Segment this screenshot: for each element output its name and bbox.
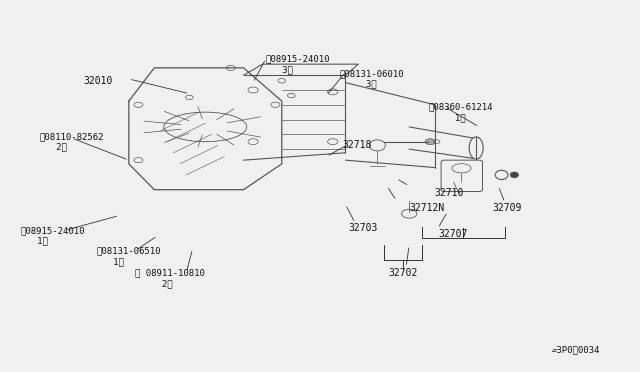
- Text: 32010: 32010: [84, 76, 113, 86]
- Text: Ⓑ08131-06010
     3）: Ⓑ08131-06010 3）: [339, 69, 404, 89]
- Text: Ⓑ08131-06510
   1）: Ⓑ08131-06510 1）: [97, 247, 161, 266]
- Circle shape: [425, 139, 435, 145]
- Text: 32709: 32709: [492, 203, 522, 213]
- Ellipse shape: [510, 172, 518, 178]
- Text: 32707: 32707: [438, 229, 467, 239]
- Text: 32712N: 32712N: [409, 203, 444, 213]
- Text: 32702: 32702: [388, 268, 417, 278]
- Text: ▱3P0⁔0034: ▱3P0⁔0034: [552, 346, 600, 355]
- Text: 32718: 32718: [342, 140, 372, 150]
- Text: 32710: 32710: [435, 188, 464, 198]
- Text: 32703: 32703: [349, 224, 378, 234]
- Text: Ⓦ08915-24010
   1）: Ⓦ08915-24010 1）: [20, 226, 85, 246]
- Text: Ⓑ08110-82562
   2）: Ⓑ08110-82562 2）: [40, 132, 104, 151]
- Text: Ⓝ 08911-10810
     2）: Ⓝ 08911-10810 2）: [135, 269, 205, 288]
- Text: Ⓝ08360-61214
     1）: Ⓝ08360-61214 1）: [428, 102, 493, 122]
- Text: Ⓦ08915-24010
   3）: Ⓦ08915-24010 3）: [266, 54, 330, 74]
